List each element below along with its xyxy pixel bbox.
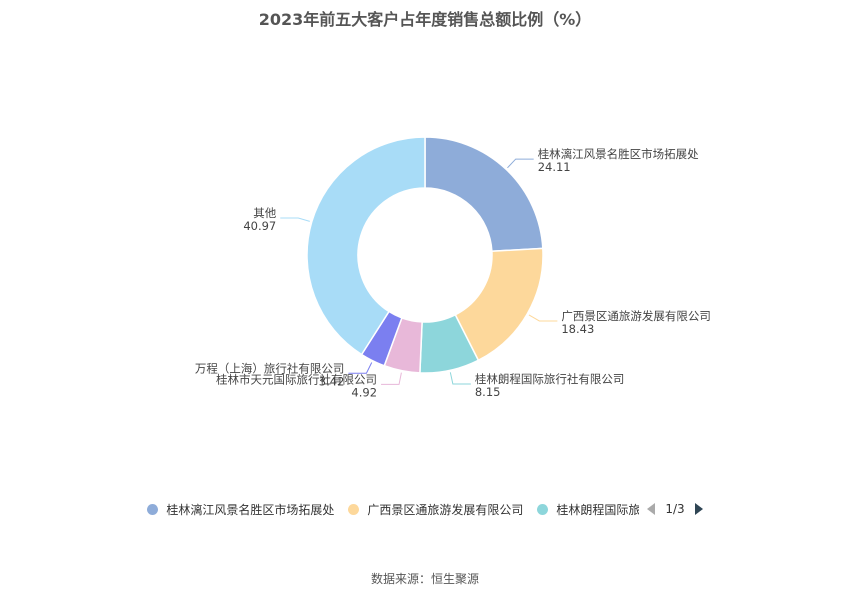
label-leader-lines bbox=[280, 158, 558, 385]
donut-slices bbox=[306, 136, 544, 374]
slice-label-5: 万程（上海）旅行社有限公司 bbox=[195, 361, 345, 375]
next-page-icon[interactable] bbox=[694, 503, 703, 515]
legend-item-2[interactable]: 广西景区通旅游发展有限公司 bbox=[348, 501, 523, 518]
slice-6[interactable] bbox=[306, 136, 426, 356]
chart-title: 2023年前五大客户占年度销售总额比例（%） bbox=[258, 10, 592, 29]
slice-value-1: 24.11 bbox=[538, 160, 571, 174]
slice-value-5: 3.42 bbox=[319, 374, 345, 388]
slice-label-2: 广西景区通旅游发展有限公司 bbox=[561, 309, 711, 323]
legend-label: 桂林漓江风景名胜区市场拓展处 bbox=[166, 502, 335, 517]
legend-marker bbox=[147, 503, 159, 515]
legend-page-info: 1/3 bbox=[665, 502, 685, 516]
legend-label: 桂林朗程国际旅行社有限公司 bbox=[556, 502, 640, 517]
slice-1[interactable] bbox=[424, 136, 544, 253]
leader-line-5 bbox=[348, 362, 373, 374]
leader-line-1 bbox=[507, 158, 534, 169]
legend-pager: 1/3 bbox=[647, 502, 703, 516]
data-source: 数据来源：恒生聚源 bbox=[370, 572, 479, 586]
legend-marker bbox=[537, 503, 549, 515]
legend: 桂林漓江风景名胜区市场拓展处 广西景区通旅游发展有限公司 桂林朗程国际旅行社有限… bbox=[0, 498, 850, 520]
slice-label-1: 桂林漓江风景名胜区市场拓展处 bbox=[538, 147, 699, 161]
slice-value-4: 4.92 bbox=[351, 385, 377, 399]
legend-label: 广西景区通旅游发展有限公司 bbox=[367, 502, 524, 517]
leader-line-3 bbox=[449, 372, 471, 385]
legend-item-3[interactable]: 桂林朗程国际旅行社有限公司 bbox=[537, 501, 639, 518]
slice-value-6: 40.97 bbox=[243, 219, 276, 233]
legend-marker bbox=[348, 503, 360, 515]
leader-line-4 bbox=[381, 372, 402, 385]
slice-label-6: 其他 bbox=[253, 206, 276, 220]
slice-label-4: 桂林市天元国际旅行社有限公司 bbox=[216, 372, 377, 386]
previous-page-icon[interactable] bbox=[647, 503, 656, 515]
slice-value-2: 18.43 bbox=[561, 322, 594, 336]
slice-value-3: 8.15 bbox=[475, 385, 501, 399]
leader-line-6 bbox=[280, 217, 310, 222]
slice-label-3: 桂林朗程国际旅行社有限公司 bbox=[475, 372, 625, 386]
legend-item-1[interactable]: 桂林漓江风景名胜区市场拓展处 bbox=[147, 501, 334, 518]
leader-line-2 bbox=[528, 314, 558, 322]
